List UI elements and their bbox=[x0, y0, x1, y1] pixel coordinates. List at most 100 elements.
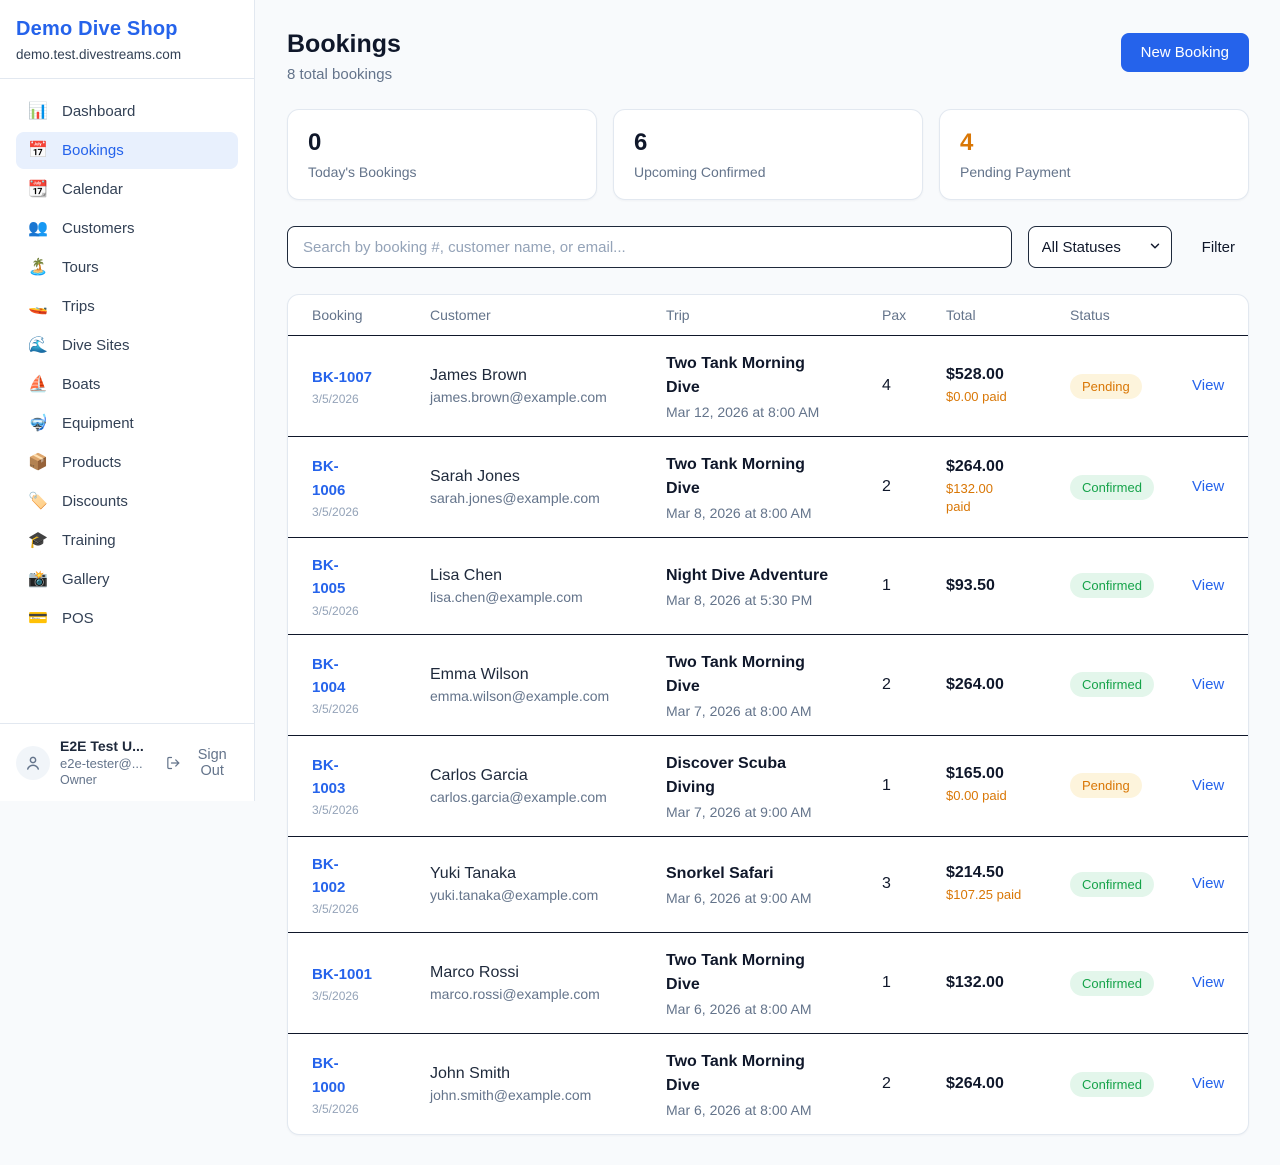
pax-count: 3 bbox=[882, 875, 891, 893]
trip-title: Night Dive Adventure bbox=[666, 566, 829, 584]
customer-email: sarah.jones@example.com bbox=[430, 490, 600, 506]
trip-title: Two Tank Morning Dive bbox=[666, 952, 805, 993]
booking-id-link[interactable]: BK-1001 bbox=[312, 965, 373, 983]
tours-island-icon: 🏝️ bbox=[28, 258, 48, 276]
sidebar-item-label: Customers bbox=[62, 220, 135, 237]
trips-speedboat-icon: 🚤 bbox=[28, 297, 48, 315]
customer-name: Emma Wilson bbox=[430, 665, 529, 683]
booking-date: 3/5/2026 bbox=[312, 1101, 359, 1116]
booking-date: 3/5/2026 bbox=[312, 702, 359, 717]
sidebar-item-label: Calendar bbox=[62, 181, 123, 198]
booking-date: 3/5/2026 bbox=[312, 603, 359, 618]
booking-id-link[interactable]: BK- 1006 bbox=[312, 458, 346, 499]
total-amount: $214.50 bbox=[946, 864, 1004, 882]
page-title: Bookings bbox=[287, 30, 401, 58]
sidebar-item-label: Products bbox=[62, 454, 122, 471]
discounts-tag-icon: 🏷️ bbox=[28, 492, 48, 510]
table-row: BK- 1003 3/5/2026 Carlos Garcia carlos.g… bbox=[288, 735, 1248, 837]
stat-card: 6 Upcoming Confirmed bbox=[613, 109, 923, 200]
trip-datetime: Mar 8, 2026 at 5:30 PM bbox=[666, 591, 813, 608]
page-header-text: Bookings 8 total bookings bbox=[287, 30, 401, 83]
dive-sites-wave-icon: 🌊 bbox=[28, 336, 48, 354]
status-filter-select[interactable]: All Statuses bbox=[1027, 226, 1172, 268]
trip-datetime: Mar 7, 2026 at 8:00 AM bbox=[666, 702, 812, 719]
total-amount: $264.00 bbox=[946, 1075, 1004, 1092]
view-link[interactable]: View bbox=[1192, 576, 1225, 594]
sidebar-item-calendar[interactable]: 📆 Calendar bbox=[16, 171, 238, 208]
bookings-table-card: Booking Customer Trip Pax Total Status B… bbox=[287, 294, 1249, 1135]
customer-email: emma.wilson@example.com bbox=[430, 687, 610, 704]
stat-label: Today's Bookings bbox=[308, 164, 417, 180]
trip-datetime: Mar 7, 2026 at 9:00 AM bbox=[666, 803, 812, 820]
sidebar-item-label: POS bbox=[62, 610, 94, 627]
sidebar-item-pos[interactable]: 💳 POS bbox=[16, 600, 238, 637]
customer-email: lisa.chen@example.com bbox=[430, 588, 583, 605]
customer-email: yuki.tanaka@example.com bbox=[430, 887, 599, 904]
view-link[interactable]: View bbox=[1192, 377, 1225, 394]
toolbar: All Statuses Filter bbox=[287, 226, 1249, 268]
status-badge: Confirmed bbox=[1070, 672, 1154, 697]
sidebar-item-label: Dive Sites bbox=[62, 337, 130, 354]
booking-id-link[interactable]: BK- 1004 bbox=[312, 655, 346, 696]
view-link[interactable]: View bbox=[1192, 875, 1225, 893]
trip-title: Two Tank Morning Dive bbox=[666, 355, 805, 396]
booking-id-link[interactable]: BK-1007 bbox=[312, 368, 373, 386]
table-row: BK- 1002 3/5/2026 Yuki Tanaka yuki.tanak… bbox=[288, 836, 1248, 933]
booking-id-link[interactable]: BK- 1005 bbox=[312, 557, 346, 598]
view-link[interactable]: View bbox=[1192, 974, 1225, 991]
booking-date: 3/5/2026 bbox=[312, 392, 359, 407]
sidebar-item-trips[interactable]: 🚤 Trips bbox=[16, 288, 238, 325]
page-header: Bookings 8 total bookings New Booking bbox=[287, 30, 1249, 83]
sidebar-nav: 📊 Dashboard 📅 Bookings 📆 Calendar 👥 Cust… bbox=[0, 79, 254, 723]
booking-id-link[interactable]: BK- 1000 bbox=[312, 1055, 346, 1096]
view-link[interactable]: View bbox=[1192, 1075, 1225, 1092]
trip-title: Two Tank Morning Dive bbox=[666, 456, 805, 497]
sidebar-item-equipment[interactable]: 🤿 Equipment bbox=[16, 405, 238, 442]
sidebar-item-label: Discounts bbox=[62, 493, 128, 510]
sidebar-item-products[interactable]: 📦 Products bbox=[16, 444, 238, 481]
view-link[interactable]: View bbox=[1192, 776, 1225, 794]
table-row: BK- 1005 3/5/2026 Lisa Chen lisa.chen@ex… bbox=[288, 537, 1248, 635]
pax-count: 4 bbox=[882, 377, 891, 394]
sidebar-item-tours[interactable]: 🏝️ Tours bbox=[16, 249, 238, 286]
products-package-icon: 📦 bbox=[28, 453, 48, 471]
trip-title: Two Tank Morning Dive bbox=[666, 1053, 805, 1094]
dashboard-icon: 📊 bbox=[28, 102, 48, 120]
col-header-booking: Booking bbox=[288, 295, 414, 336]
sign-out-button[interactable]: Sign Out bbox=[166, 747, 238, 779]
sidebar-item-label: Boats bbox=[62, 376, 101, 393]
booking-id-link[interactable]: BK- 1003 bbox=[312, 756, 346, 797]
table-row: BK-1001 3/5/2026 Marco Rossi marco.rossi… bbox=[288, 932, 1248, 1034]
user-name: E2E Test U... bbox=[60, 738, 144, 754]
sidebar-item-label: Equipment bbox=[62, 415, 134, 432]
sidebar-item-label: Bookings bbox=[62, 142, 124, 159]
trip-datetime: Mar 6, 2026 at 8:00 AM bbox=[666, 1102, 812, 1118]
shop-name: Demo Dive Shop bbox=[16, 18, 178, 40]
sidebar-item-customers[interactable]: 👥 Customers bbox=[16, 210, 238, 247]
new-booking-button[interactable]: New Booking bbox=[1120, 33, 1249, 72]
view-link[interactable]: View bbox=[1192, 478, 1225, 495]
sidebar-item-label: Trips bbox=[62, 298, 95, 315]
table-row: BK- 1006 3/5/2026 Sarah Jones sarah.jone… bbox=[288, 436, 1248, 538]
training-cap-icon: 🎓 bbox=[28, 531, 48, 549]
sidebar-item-bookings[interactable]: 📅 Bookings bbox=[16, 132, 238, 169]
customers-icon: 👥 bbox=[28, 219, 48, 237]
booking-id-link[interactable]: BK- 1002 bbox=[312, 855, 346, 896]
sidebar-item-gallery[interactable]: 📸 Gallery bbox=[16, 561, 238, 598]
sidebar-item-dashboard[interactable]: 📊 Dashboard bbox=[16, 93, 238, 130]
status-badge: Confirmed bbox=[1070, 970, 1154, 996]
sidebar-user-section: E2E Test U... e2e-tester@... Owner Sign … bbox=[0, 723, 254, 801]
paid-amount: $132.00 paid bbox=[946, 480, 993, 514]
sidebar-item-dive-sites[interactable]: 🌊 Dive Sites bbox=[16, 327, 238, 364]
search-input[interactable] bbox=[287, 226, 1012, 268]
sidebar-item-training[interactable]: 🎓 Training bbox=[16, 522, 238, 559]
sidebar-item-discounts[interactable]: 🏷️ Discounts bbox=[16, 483, 238, 520]
shop-header: Demo Dive Shop demo.test.divestreams.com bbox=[0, 0, 254, 79]
sidebar-item-boats[interactable]: ⛵ Boats bbox=[16, 366, 238, 403]
col-header-status: Status bbox=[1054, 295, 1176, 336]
filter-button[interactable]: Filter bbox=[1188, 231, 1249, 264]
paid-amount: $0.00 paid bbox=[946, 788, 1007, 804]
view-link[interactable]: View bbox=[1192, 675, 1225, 693]
table-row: BK-1007 3/5/2026 James Brown james.brown… bbox=[288, 335, 1248, 437]
